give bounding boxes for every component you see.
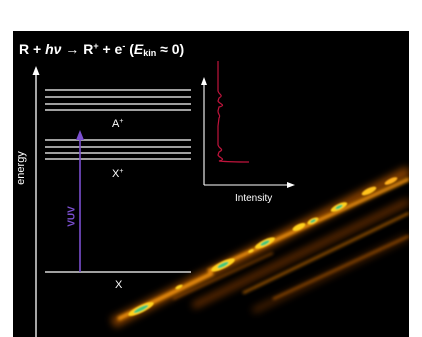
level-label-x: X bbox=[115, 279, 123, 291]
energy-levels bbox=[45, 89, 191, 273]
photoelectron-image bbox=[110, 166, 409, 328]
vuv-label: VUV bbox=[66, 206, 78, 227]
spectrum-axes bbox=[201, 77, 295, 188]
energy-axis bbox=[32, 66, 40, 337]
vuv-arrow bbox=[76, 130, 84, 272]
energy-axis-label: energy bbox=[15, 151, 27, 185]
level-label-x-plus: X+ bbox=[112, 168, 124, 180]
reaction-equation: R + hν → R+ + e- (Ekin ≈ 0) bbox=[19, 41, 185, 58]
figure-panel: R + hν → R+ + e- (Ekin ≈ 0) energy A+ X+… bbox=[13, 31, 409, 337]
intensity-axis-label: Intensity bbox=[235, 193, 273, 204]
spectrum-trace bbox=[217, 61, 250, 163]
level-label-a-plus: A+ bbox=[112, 118, 124, 130]
diagram-canvas bbox=[32, 61, 409, 337]
